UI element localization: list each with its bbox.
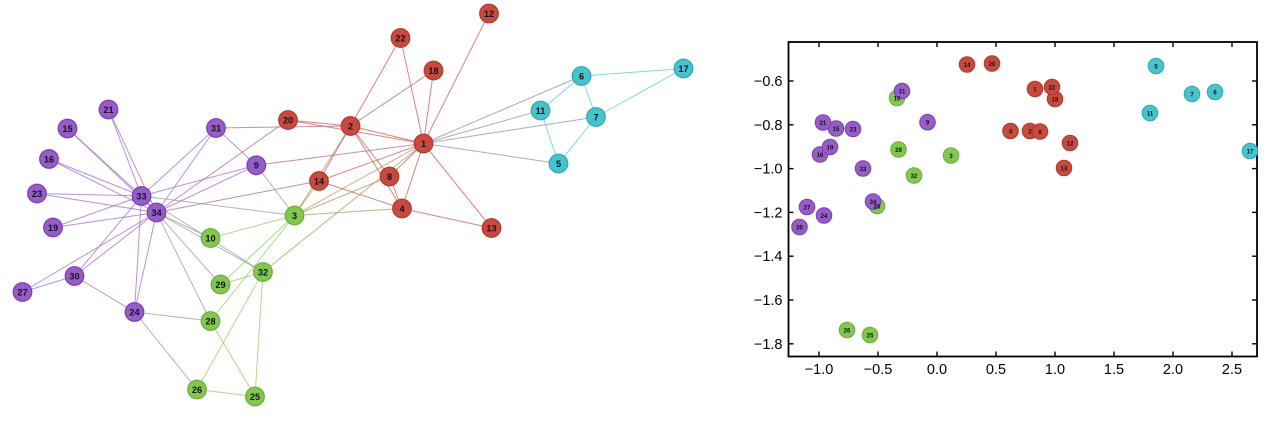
- svg-text:2: 2: [348, 121, 353, 131]
- svg-text:29: 29: [895, 148, 902, 154]
- svg-text:2.0: 2.0: [1163, 362, 1183, 378]
- svg-text:8: 8: [387, 172, 392, 182]
- svg-text:14: 14: [314, 176, 325, 186]
- svg-text:−0.6: −0.6: [754, 74, 783, 90]
- svg-text:13: 13: [1061, 166, 1068, 172]
- svg-text:16: 16: [44, 154, 54, 164]
- svg-text:17: 17: [1247, 149, 1254, 155]
- svg-text:18: 18: [1052, 97, 1059, 103]
- svg-text:1: 1: [1033, 87, 1037, 93]
- svg-text:34: 34: [151, 208, 162, 218]
- svg-text:20: 20: [989, 62, 996, 68]
- svg-text:3: 3: [292, 211, 297, 221]
- svg-text:5: 5: [556, 159, 561, 169]
- svg-text:19: 19: [48, 223, 58, 233]
- svg-text:23: 23: [32, 189, 42, 199]
- svg-text:21: 21: [820, 121, 827, 127]
- svg-text:7: 7: [593, 112, 598, 122]
- svg-text:−1.6: −1.6: [754, 293, 783, 309]
- svg-text:17: 17: [678, 64, 688, 74]
- svg-text:1.5: 1.5: [1104, 362, 1124, 378]
- svg-text:−1.8: −1.8: [754, 337, 783, 353]
- svg-text:23: 23: [850, 127, 857, 133]
- svg-text:26: 26: [192, 385, 202, 395]
- svg-text:21: 21: [103, 105, 113, 115]
- svg-text:27: 27: [804, 205, 811, 211]
- svg-text:14: 14: [964, 63, 971, 69]
- svg-text:5: 5: [1154, 64, 1158, 70]
- svg-text:18: 18: [428, 66, 438, 76]
- svg-text:24: 24: [129, 307, 140, 317]
- svg-text:15: 15: [833, 127, 840, 133]
- svg-text:30: 30: [796, 225, 803, 231]
- svg-text:22: 22: [395, 33, 405, 43]
- svg-text:28: 28: [205, 316, 215, 326]
- svg-text:9: 9: [254, 161, 259, 171]
- svg-text:10: 10: [894, 96, 901, 102]
- svg-text:34: 34: [870, 200, 877, 206]
- svg-text:16: 16: [817, 153, 824, 159]
- svg-text:−0.8: −0.8: [754, 118, 783, 134]
- svg-text:11: 11: [536, 106, 546, 116]
- svg-text:27: 27: [17, 287, 27, 297]
- svg-text:4: 4: [1009, 129, 1013, 135]
- svg-text:6: 6: [579, 71, 584, 81]
- svg-text:−1.2: −1.2: [754, 205, 783, 221]
- svg-text:11: 11: [1147, 111, 1154, 117]
- svg-text:32: 32: [911, 174, 918, 180]
- svg-text:10: 10: [205, 233, 215, 243]
- svg-text:31: 31: [899, 89, 906, 95]
- svg-text:3: 3: [949, 154, 953, 160]
- svg-text:29: 29: [215, 280, 225, 290]
- svg-text:33: 33: [136, 191, 146, 201]
- svg-text:1: 1: [421, 139, 426, 149]
- svg-text:−1.0: −1.0: [754, 162, 783, 178]
- svg-text:25: 25: [250, 392, 260, 402]
- svg-text:15: 15: [62, 124, 72, 134]
- svg-text:13: 13: [486, 223, 496, 233]
- svg-text:2.5: 2.5: [1222, 362, 1242, 378]
- svg-text:28: 28: [874, 204, 881, 210]
- svg-text:32: 32: [258, 267, 268, 277]
- svg-text:−1.4: −1.4: [754, 249, 783, 265]
- svg-text:12: 12: [1067, 141, 1074, 147]
- svg-text:6: 6: [1213, 90, 1217, 96]
- svg-text:12: 12: [484, 9, 494, 19]
- svg-text:30: 30: [69, 271, 79, 281]
- svg-text:25: 25: [867, 333, 874, 339]
- svg-text:20: 20: [283, 115, 293, 125]
- svg-text:22: 22: [1049, 85, 1056, 91]
- svg-text:0.5: 0.5: [986, 362, 1006, 378]
- svg-text:31: 31: [211, 123, 221, 133]
- svg-text:33: 33: [860, 167, 867, 173]
- svg-text:1.0: 1.0: [1045, 362, 1065, 378]
- svg-text:9: 9: [926, 121, 930, 127]
- svg-text:7: 7: [1190, 92, 1194, 98]
- svg-text:24: 24: [821, 214, 828, 220]
- svg-text:0.0: 0.0: [927, 362, 947, 378]
- svg-text:−1.0: −1.0: [805, 362, 834, 378]
- svg-text:2: 2: [1028, 129, 1032, 135]
- svg-text:−0.5: −0.5: [864, 362, 893, 378]
- svg-text:19: 19: [827, 145, 834, 151]
- svg-text:4: 4: [399, 204, 405, 214]
- svg-text:8: 8: [1038, 130, 1042, 136]
- svg-text:26: 26: [844, 328, 851, 334]
